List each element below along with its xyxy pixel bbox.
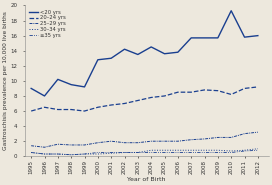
- 30–34 yrs: [176, 149, 180, 151]
- 20–24 yrs: [70, 108, 73, 111]
- ≥35 yrs: [30, 151, 33, 154]
- 25–29 yrs: [190, 139, 193, 141]
- ≥35 yrs: [190, 151, 193, 154]
- 25–29 yrs: [216, 136, 220, 139]
- 25–29 yrs: [150, 140, 153, 142]
- 25–29 yrs: [123, 142, 126, 144]
- 20–24 yrs: [43, 106, 46, 108]
- 30–34 yrs: [70, 154, 73, 156]
- 30–34 yrs: [110, 152, 113, 154]
- <20 yrs: [216, 37, 220, 39]
- 30–34 yrs: [136, 151, 140, 154]
- 25–29 yrs: [163, 140, 166, 142]
- ≥35 yrs: [136, 151, 140, 154]
- <20 yrs: [96, 59, 100, 61]
- <20 yrs: [70, 84, 73, 86]
- ≥35 yrs: [176, 151, 180, 154]
- 30–34 yrs: [56, 153, 60, 155]
- 25–29 yrs: [96, 142, 100, 144]
- 20–24 yrs: [56, 108, 60, 111]
- 25–29 yrs: [56, 143, 60, 145]
- ≥35 yrs: [230, 151, 233, 154]
- <20 yrs: [136, 53, 140, 56]
- ≥35 yrs: [96, 151, 100, 154]
- Line: <20 yrs: <20 yrs: [31, 11, 258, 96]
- <20 yrs: [163, 53, 166, 55]
- ≥35 yrs: [110, 151, 113, 154]
- 30–34 yrs: [83, 153, 86, 155]
- 20–24 yrs: [150, 96, 153, 99]
- <20 yrs: [56, 78, 60, 80]
- 30–34 yrs: [203, 149, 206, 151]
- ≥35 yrs: [56, 153, 60, 155]
- Line: 30–34 yrs: 30–34 yrs: [31, 149, 258, 155]
- 30–34 yrs: [243, 149, 246, 151]
- 30–34 yrs: [96, 153, 100, 155]
- Y-axis label: Gastroschisis prevalence per 10,000 live births: Gastroschisis prevalence per 10,000 live…: [4, 11, 8, 150]
- 30–34 yrs: [190, 149, 193, 151]
- 30–34 yrs: [163, 149, 166, 151]
- <20 yrs: [110, 57, 113, 59]
- X-axis label: Year of Birth: Year of Birth: [127, 176, 166, 181]
- 25–29 yrs: [203, 138, 206, 140]
- <20 yrs: [83, 86, 86, 88]
- 25–29 yrs: [83, 144, 86, 146]
- 25–29 yrs: [136, 142, 140, 144]
- ≥35 yrs: [70, 154, 73, 156]
- 25–29 yrs: [30, 145, 33, 147]
- Line: 20–24 yrs: 20–24 yrs: [31, 87, 258, 111]
- 30–34 yrs: [216, 149, 220, 151]
- 25–29 yrs: [230, 136, 233, 139]
- ≥35 yrs: [243, 150, 246, 152]
- Legend: <20 yrs, 20–24 yrs, 25–29 yrs, 30–34 yrs, ≥35 yrs: <20 yrs, 20–24 yrs, 25–29 yrs, 30–34 yrs…: [27, 8, 67, 39]
- ≥35 yrs: [216, 151, 220, 154]
- <20 yrs: [256, 35, 259, 37]
- ≥35 yrs: [43, 153, 46, 155]
- 20–24 yrs: [30, 110, 33, 112]
- 20–24 yrs: [230, 93, 233, 96]
- 20–24 yrs: [190, 91, 193, 93]
- 20–24 yrs: [176, 91, 180, 93]
- ≥35 yrs: [203, 151, 206, 154]
- 20–24 yrs: [163, 95, 166, 97]
- ≥35 yrs: [83, 153, 86, 155]
- 20–24 yrs: [203, 89, 206, 91]
- <20 yrs: [30, 87, 33, 90]
- Line: 25–29 yrs: 25–29 yrs: [31, 132, 258, 147]
- 20–24 yrs: [96, 106, 100, 108]
- 25–29 yrs: [70, 144, 73, 146]
- 30–34 yrs: [256, 148, 259, 150]
- ≥35 yrs: [150, 151, 153, 154]
- 25–29 yrs: [243, 132, 246, 135]
- <20 yrs: [203, 37, 206, 39]
- 30–34 yrs: [30, 151, 33, 154]
- 20–24 yrs: [110, 104, 113, 106]
- 20–24 yrs: [123, 102, 126, 105]
- 30–34 yrs: [43, 153, 46, 155]
- Line: ≥35 yrs: ≥35 yrs: [31, 150, 258, 155]
- 20–24 yrs: [136, 99, 140, 102]
- 25–29 yrs: [110, 140, 113, 142]
- 20–24 yrs: [256, 86, 259, 88]
- 30–34 yrs: [123, 151, 126, 154]
- <20 yrs: [176, 51, 180, 53]
- 30–34 yrs: [230, 150, 233, 152]
- <20 yrs: [190, 37, 193, 39]
- 30–34 yrs: [150, 149, 153, 151]
- <20 yrs: [243, 36, 246, 38]
- 20–24 yrs: [83, 110, 86, 112]
- 25–29 yrs: [176, 140, 180, 142]
- ≥35 yrs: [163, 151, 166, 154]
- 20–24 yrs: [243, 87, 246, 90]
- <20 yrs: [123, 48, 126, 50]
- <20 yrs: [150, 46, 153, 48]
- 25–29 yrs: [256, 131, 259, 133]
- ≥35 yrs: [123, 151, 126, 154]
- <20 yrs: [230, 10, 233, 12]
- 25–29 yrs: [43, 146, 46, 148]
- ≥35 yrs: [256, 149, 259, 151]
- <20 yrs: [43, 95, 46, 97]
- 20–24 yrs: [216, 90, 220, 92]
